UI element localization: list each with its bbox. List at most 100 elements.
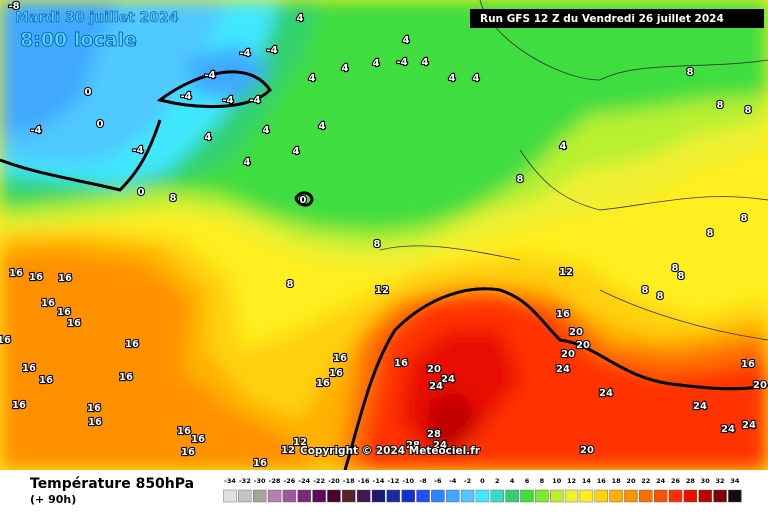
legend-tick-label: -32 (239, 477, 251, 485)
contour-label: 0 (300, 195, 307, 206)
contour-label: 8 (717, 100, 724, 111)
legend-tick-label: -30 (254, 477, 266, 485)
contour-label: 8 (741, 213, 748, 224)
contour-label: 16 (29, 272, 43, 283)
legend-swatch (624, 489, 638, 503)
contour-label: 4 (342, 63, 349, 74)
contour-label: -8 (8, 1, 19, 12)
contour-label: 24 (433, 440, 447, 451)
legend-swatch (446, 489, 460, 503)
contour-label: 8 (170, 193, 177, 204)
map-time: 8:00 locale (20, 29, 137, 51)
contour-label: 8 (678, 271, 685, 282)
contour-label: -4 (204, 70, 215, 81)
contour-label: 16 (12, 400, 26, 411)
contour-label: 0 (97, 119, 104, 130)
contour-label: 16 (0, 335, 11, 346)
footer-title: Température 850hPa (30, 476, 194, 492)
contour-label: 24 (429, 381, 443, 392)
contour-label: 16 (333, 353, 347, 364)
contour-label: 4 (422, 57, 429, 68)
legend-tick-label: -24 (298, 477, 310, 485)
contour-label: 20 (580, 445, 594, 456)
contour-label: 0 (85, 87, 92, 98)
contour-label: 8 (287, 279, 294, 290)
legend-tick-label: 30 (701, 477, 711, 485)
legend-swatch (460, 489, 475, 503)
contour-label: 16 (87, 403, 101, 414)
legend-tick-label: -6 (434, 477, 442, 485)
legend-swatch (520, 489, 534, 503)
contour-label: 28 (406, 440, 420, 451)
contour-label: 12 (281, 445, 295, 456)
legend-tick-label: 16 (597, 477, 607, 485)
legend-swatch (371, 489, 386, 503)
legend-tick-label: 32 (716, 477, 725, 485)
contour-label: 8 (657, 291, 664, 302)
legend-tick-label: 26 (671, 477, 681, 485)
contour-label: 24 (556, 364, 570, 375)
contour-label: 4 (297, 13, 304, 24)
contour-label: 16 (191, 434, 205, 445)
contour-label: 4 (560, 141, 567, 152)
contour-label: 16 (67, 318, 81, 329)
contour-label: 16 (41, 298, 55, 309)
legend-tick-label: -14 (373, 477, 385, 485)
contour-label: 4 (473, 73, 480, 84)
contour-label: -4 (30, 125, 41, 136)
contour-label: 20 (753, 380, 767, 391)
legend-swatch (579, 489, 594, 503)
contour-label: 16 (181, 447, 195, 458)
legend-swatch (535, 489, 549, 503)
legend-swatch (609, 489, 623, 503)
legend-tick-label: -20 (328, 477, 340, 485)
legend-tick-label: 8 (540, 477, 545, 485)
contour-label: 4 (403, 35, 410, 46)
contour-label: 20 (569, 327, 583, 338)
contour-label: 8 (517, 174, 524, 185)
temperature-field (0, 0, 768, 470)
contour-label: 8 (374, 239, 381, 250)
legend-swatch (713, 489, 727, 503)
contour-label: 8 (642, 285, 649, 296)
legend-tick-label: 20 (626, 477, 636, 485)
legend-swatch (505, 489, 519, 503)
contour-label: 20 (561, 349, 575, 360)
footer-lead: (+ 90h) (30, 493, 76, 506)
contour-label: 16 (88, 417, 102, 428)
contour-label: 20 (576, 340, 590, 351)
legend-tick-label: -26 (284, 477, 296, 485)
legend-tick-label: -18 (343, 477, 355, 485)
contour-label: 0 (138, 187, 145, 198)
legend-tick-label: 34 (730, 477, 740, 485)
contour-label: 28 (427, 429, 441, 440)
legend-swatch (698, 489, 712, 503)
contour-label: 16 (177, 426, 191, 437)
legend-swatch (564, 489, 579, 503)
contour-label: 4 (263, 125, 270, 136)
contour-label: 16 (253, 458, 267, 469)
legend-tick-label: 10 (552, 477, 562, 485)
copyright: Copyright © 2024 Meteociel.fr (300, 445, 481, 457)
legend-swatch (490, 489, 504, 503)
legend-swatch (312, 489, 326, 503)
legend-swatch (267, 489, 282, 503)
legend-swatch (223, 489, 237, 503)
contour-label: 4 (205, 132, 212, 143)
contour-label: 4 (449, 73, 456, 84)
contour-label: 16 (125, 339, 139, 350)
legend-tick-label: 22 (641, 477, 650, 485)
contour-label: 24 (441, 374, 455, 385)
legend-tick-label: -4 (449, 477, 457, 485)
contour-label: 16 (39, 375, 53, 386)
contour-label: 4 (373, 58, 380, 69)
contour-label: 16 (57, 307, 71, 318)
contour-label: -4 (239, 48, 250, 59)
legend-swatch (401, 489, 415, 503)
map-date: Mardi 30 juillet 2024 (15, 10, 179, 26)
contour-label: 8 (672, 263, 679, 274)
legend-swatch (327, 489, 341, 503)
contour-label: 24 (693, 401, 707, 412)
contour-label: -4 (249, 95, 260, 106)
